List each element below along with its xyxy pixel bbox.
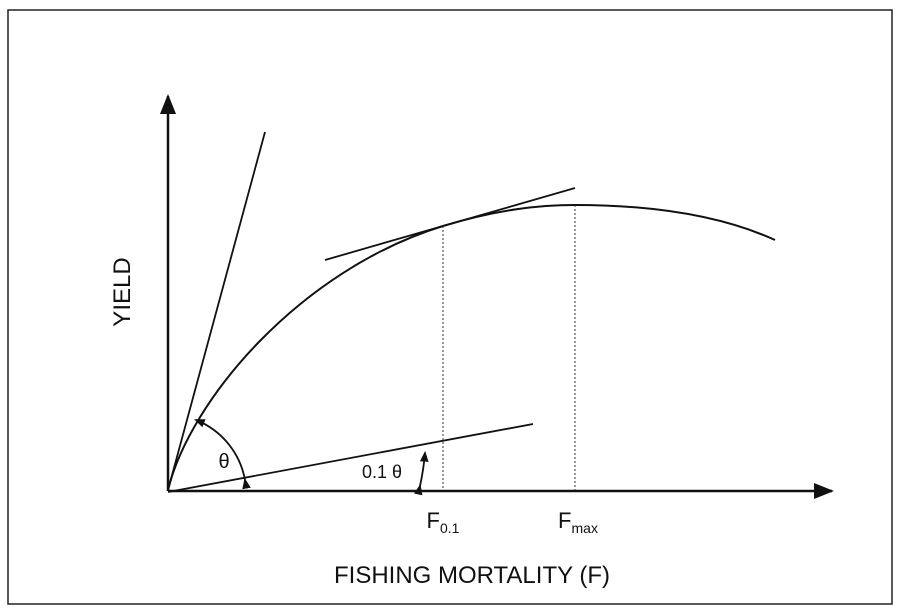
frame — [7, 9, 893, 605]
tenth-theta-label: 0.1 θ — [362, 462, 402, 482]
f01-label: F0.1 — [427, 508, 460, 536]
x-axis-label: FISHING MORTALITY (F) — [334, 562, 610, 589]
fmax-label: Fmax — [558, 508, 598, 536]
origin-tangent — [167, 131, 266, 491]
yield-curve — [167, 203, 776, 491]
theta-label: θ — [218, 451, 229, 473]
theta-arc — [193, 419, 251, 490]
tenth-theta-arc — [413, 450, 429, 496]
y-axis-label: YIELD — [109, 257, 136, 326]
f01-tangent — [324, 187, 576, 261]
